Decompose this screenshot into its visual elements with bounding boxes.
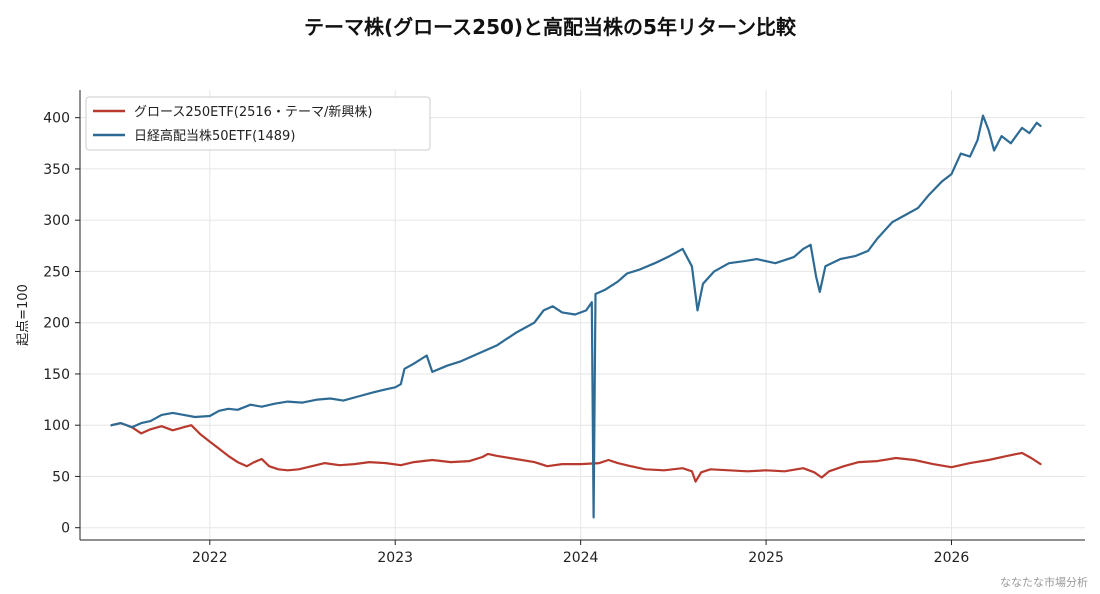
legend: グロース250ETF(2516・テーマ/新興株) 日経高配当株50ETF(148… — [85, 96, 431, 151]
x-tick-label-2025: 2025 — [748, 550, 784, 566]
watermark: ななたな市場分析 — [1000, 575, 1088, 589]
legend-label-growth250: グロース250ETF(2516・テーマ/新興株) — [134, 104, 372, 120]
y-axis-label: 起点=100 — [16, 284, 31, 346]
y-tick-label-250: 250 — [43, 264, 70, 280]
y-ticks: 0 50 100 150 200 250 300 350 400 — [43, 111, 80, 537]
series-lines — [110, 114, 1042, 519]
chart-title: テーマ株(グロース250)と高配当株の5年リターン比較 — [304, 15, 797, 39]
x-tick-label-2022: 2022 — [192, 550, 228, 566]
y-tick-label-350: 350 — [43, 162, 70, 178]
y-tick-label-400: 400 — [43, 111, 70, 127]
y-tick-label-300: 300 — [43, 213, 70, 229]
x-tick-label-2024: 2024 — [563, 550, 599, 566]
y-tick-label-50: 50 — [52, 469, 70, 485]
legend-box — [85, 96, 431, 151]
x-tick-label-2026: 2026 — [934, 550, 970, 566]
y-tick-label-100: 100 — [43, 418, 70, 434]
x-tick-label-2023: 2023 — [377, 550, 413, 566]
legend-label-high-dividend: 日経高配当株50ETF(1489) — [134, 128, 295, 144]
y-tick-label-200: 200 — [43, 316, 70, 332]
y-tick-label-150: 150 — [43, 367, 70, 383]
series-line-1 — [110, 114, 1042, 519]
series-line-0 — [110, 422, 1042, 483]
x-ticks: 2022 2023 2024 2025 2026 — [192, 540, 969, 566]
grid — [80, 90, 1085, 540]
y-tick-label-0: 0 — [61, 521, 70, 537]
